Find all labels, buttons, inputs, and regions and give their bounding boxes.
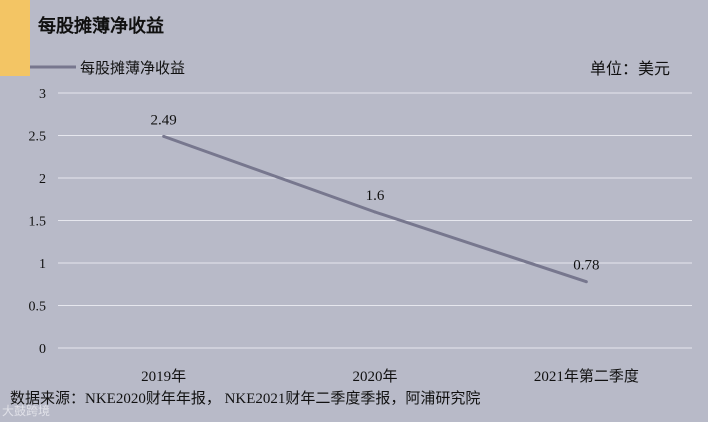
y-tick-label: 0 (39, 342, 46, 357)
y-tick-label: 1 (39, 257, 46, 272)
y-tick-label: 1.5 (29, 215, 47, 230)
y-tick-label: 2 (39, 172, 46, 187)
y-tick-label: 3 (39, 87, 46, 102)
legend: 每股摊薄净收益 (30, 59, 185, 77)
x-category-label: 2020年 (352, 368, 397, 385)
y-tick-label: 0.5 (29, 300, 47, 315)
watermark: 大鼓跨境 (2, 404, 51, 418)
grid-lines (58, 92, 692, 349)
data-point (584, 280, 588, 284)
source-note: 数据来源：NKE2020财年年报， NKE2021财年二季度季报，阿浦研究院 (10, 391, 481, 407)
x-category-label: 2021年第二季度 (534, 367, 639, 385)
x-category-label: 2019年 (141, 368, 186, 385)
legend-entry: 每股摊薄净收益 (80, 59, 185, 77)
unit-label: 单位：美元 (589, 59, 670, 78)
y-axis-ticks: 0 0.5 1 1.5 2 2.5 3 (29, 87, 47, 357)
data-point (162, 134, 166, 138)
series-line-layer (162, 134, 588, 284)
series-line (163, 134, 587, 284)
data-label: 0.78 (573, 258, 599, 274)
data-labels: 2.49 1.6 0.78 (151, 112, 600, 273)
data-label: 2.49 (151, 112, 177, 128)
y-tick-label: 2.5 (29, 130, 47, 145)
chart-title: 每股摊薄净收益 (38, 16, 164, 37)
x-axis-categories: 2019年 2020年 2021年第二季度 (141, 367, 639, 385)
title-accent-bar (0, 0, 30, 76)
data-label: 1.6 (366, 188, 385, 204)
data-point (373, 210, 377, 214)
